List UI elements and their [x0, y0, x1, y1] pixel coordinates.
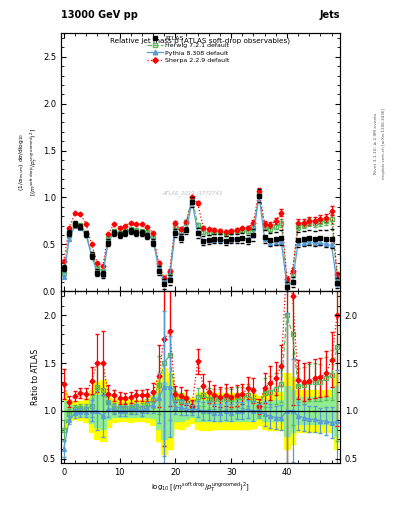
Text: mcplots.cern.ch [arXiv:1306.3436]: mcplots.cern.ch [arXiv:1306.3436]	[382, 108, 386, 179]
Y-axis label: Ratio to ATLAS: Ratio to ATLAS	[31, 349, 40, 406]
Text: Rivet 3.1.10; ≥ 2.9M events: Rivet 3.1.10; ≥ 2.9M events	[375, 113, 378, 174]
Y-axis label: $(1/\sigma_\mathrm{resum})\ \mathrm{d}\sigma/\mathrm{d}\log_{10}$
$[(m^\mathrm{s: $(1/\sigma_\mathrm{resum})\ \mathrm{d}\s…	[17, 129, 40, 196]
Text: ATLAS_2019_I1772743: ATLAS_2019_I1772743	[162, 190, 222, 196]
Text: Relative jet mass ρ (ATLAS soft-drop observables): Relative jet mass ρ (ATLAS soft-drop obs…	[110, 37, 290, 44]
Legend: ATLAS, Herwig 7.2.1 default, Pythia 8.308 default, Sherpa 2.2.9 default: ATLAS, Herwig 7.2.1 default, Pythia 8.30…	[145, 33, 232, 66]
Text: Jets: Jets	[320, 10, 340, 20]
X-axis label: $\log_{10}[(m^{\mathrm{soft\ drop}}/p_T^{\mathrm{ungroomed}})^2]$: $\log_{10}[(m^{\mathrm{soft\ drop}}/p_T^…	[151, 480, 250, 494]
Text: 13000 GeV pp: 13000 GeV pp	[61, 10, 138, 20]
